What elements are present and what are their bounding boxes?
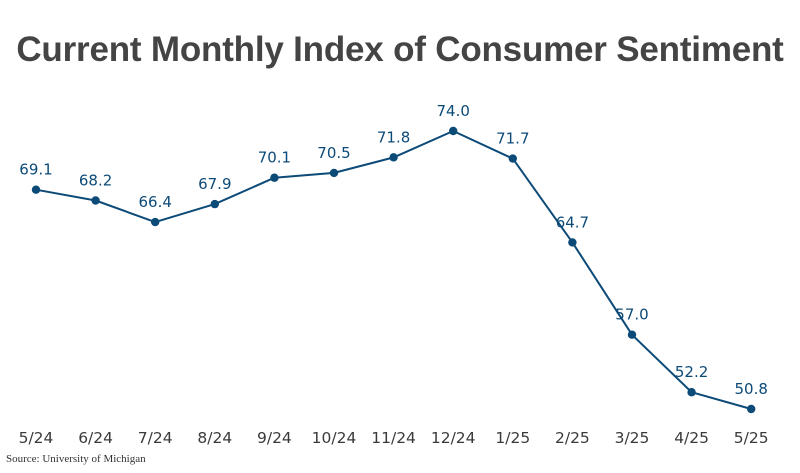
x-tick-label: 1/25 <box>495 429 530 447</box>
data-label: 68.2 <box>79 172 112 190</box>
x-tick-label: 6/24 <box>78 429 113 447</box>
data-point <box>270 173 279 182</box>
x-tick-label: 4/25 <box>674 429 709 447</box>
data-point <box>151 217 160 227</box>
data-label: 70.5 <box>317 144 350 162</box>
data-point <box>329 168 339 178</box>
data-point <box>627 330 637 339</box>
data-label: 64.7 <box>556 213 589 231</box>
x-axis-ticks-group: 5/24 6/24 7/24 8/24 9/24 10/24 11/24 12/24 1/25 2… <box>19 429 769 447</box>
data-point <box>91 196 100 205</box>
data-points-group <box>31 126 756 414</box>
data-label: 74.0 <box>436 102 469 120</box>
data-label: 70.1 <box>258 149 291 167</box>
data-label: 50.8 <box>734 380 767 398</box>
data-label: 66.4 <box>138 193 171 211</box>
data-label: 67.9 <box>198 175 231 193</box>
x-tick-label: 10/24 <box>312 429 357 447</box>
chart-title: Current Monthly Index of Consumer Sentim… <box>16 30 784 69</box>
data-point <box>747 404 756 414</box>
x-tick-label: 8/24 <box>197 429 232 447</box>
data-label: 57.0 <box>615 306 648 324</box>
x-tick-label: 5/25 <box>734 429 769 447</box>
data-point <box>31 185 41 194</box>
data-label: 71.8 <box>377 128 410 146</box>
data-label: 52.2 <box>675 363 708 381</box>
data-point <box>210 199 219 209</box>
data-labels-group: 69.1 68.2 66.4 67.9 70.1 70.5 71.8 74.0 71.7 64.7… <box>19 102 768 398</box>
x-tick-label: 12/24 <box>431 429 476 447</box>
data-point <box>389 153 398 162</box>
x-tick-label: 9/24 <box>257 429 292 447</box>
x-tick-label: 7/24 <box>138 429 173 447</box>
data-point <box>568 238 577 247</box>
x-tick-label: 3/25 <box>615 429 650 447</box>
data-label: 69.1 <box>19 161 52 179</box>
data-point <box>508 154 517 163</box>
x-tick-label: 2/25 <box>555 429 590 447</box>
data-point <box>449 126 458 136</box>
data-point <box>687 388 696 397</box>
x-tick-label: 5/24 <box>19 429 54 447</box>
source-note: Source: University of Michigan <box>6 453 146 465</box>
series-line-group <box>35 130 752 410</box>
series-line <box>35 130 752 410</box>
data-label: 71.7 <box>496 130 529 148</box>
x-tick-label: 11/24 <box>371 429 416 447</box>
